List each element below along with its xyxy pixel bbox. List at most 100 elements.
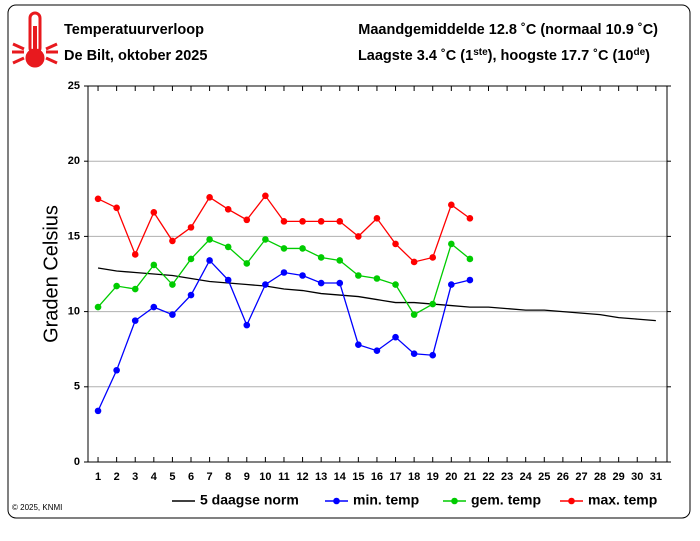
data-point (392, 240, 399, 248)
y-tick-label: 10 (68, 306, 80, 318)
x-tick-label: 8 (225, 471, 231, 483)
data-point (94, 407, 102, 415)
annotation: Laagste 3.4 ˚C (1ste), hoogste 17.7 ˚C (… (358, 47, 650, 64)
x-tick-label: 24 (520, 471, 533, 483)
x-tick-label: 10 (259, 471, 271, 483)
x-tick-label: 2 (114, 471, 120, 483)
data-point (429, 351, 437, 359)
chart-subtitle: De Bilt, oktober 2025 (64, 48, 207, 64)
data-point (466, 276, 474, 284)
legend-label: min. temp (353, 492, 419, 508)
data-point (392, 333, 399, 341)
data-point (131, 317, 139, 324)
x-tick-label: 5 (169, 471, 175, 483)
x-tick-label: 18 (408, 471, 420, 483)
data-point (299, 245, 306, 252)
data-point (299, 272, 306, 279)
x-tick-label: 26 (557, 471, 569, 483)
data-point (224, 206, 232, 213)
data-point (243, 260, 251, 267)
source: © 2025, KNMI (12, 503, 62, 512)
y-axis-label: Graden Celsius (40, 205, 62, 343)
data-point (169, 281, 176, 288)
x-tick-label: 11 (278, 471, 290, 483)
legend-marker (451, 497, 458, 505)
x-tick-label: 28 (594, 471, 606, 483)
x-tick-label: 12 (296, 471, 308, 483)
y-tick-label: 20 (68, 155, 80, 167)
chart-title: Temperatuurverloop (64, 22, 204, 38)
x-tick-label: 21 (464, 471, 476, 483)
data-point (280, 245, 288, 252)
annotation-part: ), hoogste 17.7 ˚C (10 (488, 48, 634, 64)
data-point (392, 281, 399, 288)
x-tick-label: 14 (334, 471, 347, 483)
x-tick-label: 13 (315, 471, 327, 483)
data-point (262, 192, 269, 200)
data-point (262, 236, 269, 243)
y-tick-label: 25 (68, 80, 80, 92)
data-point (299, 218, 306, 225)
data-point (243, 321, 251, 329)
x-tick-label: 22 (482, 471, 494, 483)
plot-border (87, 85, 668, 463)
data-point (206, 236, 213, 243)
data-point (113, 282, 120, 290)
y-tick-label: 15 (68, 230, 80, 242)
superscript: de (633, 47, 645, 58)
data-point (448, 281, 455, 288)
y-tick-label: 0 (74, 456, 80, 468)
data-point (410, 311, 418, 318)
data-point (317, 218, 325, 225)
x-tick-label: 4 (151, 471, 158, 483)
x-tick-label: 19 (427, 471, 439, 483)
data-point (410, 258, 418, 266)
x-tick-label: 29 (613, 471, 625, 483)
data-point (94, 303, 102, 311)
data-point (466, 255, 474, 263)
x-tick-label: 7 (207, 471, 213, 483)
data-point (317, 279, 325, 287)
data-point (187, 255, 195, 263)
data-point (206, 257, 213, 264)
data-point (466, 215, 474, 222)
y-tick-label: 5 (74, 381, 80, 393)
annotation-part: ) (645, 48, 650, 64)
data-point (187, 291, 195, 299)
data-point (355, 341, 362, 348)
x-tick-label: 31 (650, 471, 662, 483)
data-point (150, 209, 158, 216)
data-point (113, 204, 120, 212)
data-point (243, 216, 251, 224)
data-point (317, 254, 325, 261)
data-point (150, 261, 158, 269)
legend-label: gem. temp (471, 492, 541, 508)
series-line (97, 267, 656, 322)
data-point (150, 303, 158, 311)
data-point (336, 218, 344, 225)
x-tick-label: 17 (389, 471, 401, 483)
legend-label: max. temp (588, 492, 657, 508)
x-tick-label: 9 (244, 471, 250, 483)
legend-marker (333, 497, 340, 505)
data-point (113, 366, 120, 374)
data-point (373, 347, 381, 355)
data-point (94, 195, 102, 203)
data-point (429, 300, 437, 308)
data-point (336, 257, 344, 264)
data-point (336, 279, 344, 287)
data-point (224, 276, 232, 284)
x-tick-label: 25 (538, 471, 550, 483)
data-point (131, 251, 139, 258)
x-tick-label: 23 (501, 471, 513, 483)
annotation-part: Laagste 3.4 ˚C (1 (358, 48, 473, 64)
data-point (355, 272, 362, 279)
x-tick-label: 16 (371, 471, 383, 483)
annotation: Maandgemiddelde 12.8 ˚C (normaal 10.9 ˚C… (358, 22, 658, 38)
data-point (206, 193, 213, 201)
data-point (224, 243, 232, 251)
data-point (448, 201, 455, 209)
x-tick-label: 30 (631, 471, 643, 483)
legend-label: 5 daagse norm (200, 492, 299, 508)
